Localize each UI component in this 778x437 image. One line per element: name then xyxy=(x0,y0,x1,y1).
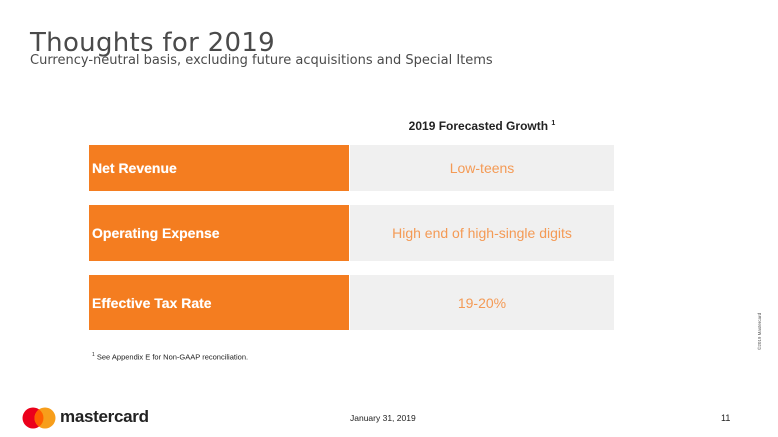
slide-title: Thoughts for 2019 xyxy=(30,28,276,58)
footer-date: January 31, 2019 xyxy=(350,413,416,423)
page-number: 11 xyxy=(721,413,731,423)
column-header-footnote-mark: 1 xyxy=(551,120,556,127)
footnote-text: See Appendix E for Non-GAAP reconciliati… xyxy=(96,352,249,362)
row-value: 19-20% xyxy=(350,275,614,330)
row-label: Effective Tax Rate xyxy=(89,275,349,330)
column-header: 2019 Forecasted Growth 1 xyxy=(350,119,614,133)
brand-wordmark: mastercard xyxy=(60,407,149,426)
row-label: Operating Expense xyxy=(89,205,349,261)
slide-subtitle: Currency-neutral basis, excluding future… xyxy=(30,53,493,68)
copyright-notice: ©2019 Mastercard xyxy=(757,312,762,350)
table-row-effective-tax-rate: Effective Tax Rate 19-20% xyxy=(89,275,614,330)
footnote-mark: 1 xyxy=(92,352,95,358)
footnote: 1 See Appendix E for Non-GAAP reconcilia… xyxy=(92,352,248,362)
table-row-net-revenue: Net Revenue Low-teens xyxy=(89,145,614,191)
column-header-text: 2019 Forecasted Growth xyxy=(408,119,549,133)
row-value: Low-teens xyxy=(350,145,614,191)
row-label: Net Revenue xyxy=(89,145,349,191)
mastercard-logo-icon xyxy=(22,407,56,429)
table-row-operating-expense: Operating Expense High end of high-singl… xyxy=(89,205,614,261)
row-value: High end of high-single digits xyxy=(350,205,614,261)
